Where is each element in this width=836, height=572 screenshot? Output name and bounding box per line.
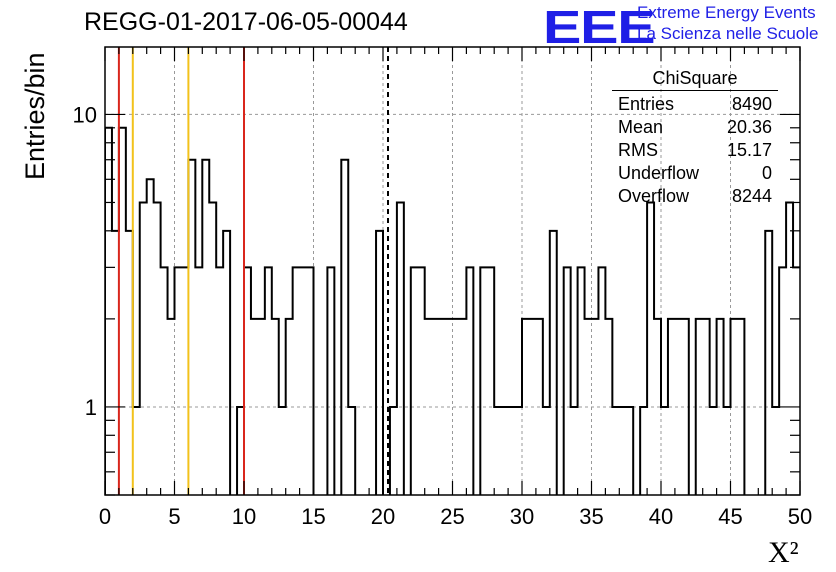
x-tick-label: 10 [232, 504, 256, 529]
x-tick-label: 50 [788, 504, 812, 529]
y-tick-label: 10 [73, 102, 97, 127]
stats-label: Underflow [618, 163, 700, 183]
eee-logo-mark: EEE [543, 1, 656, 53]
x-tick-label: 25 [440, 504, 464, 529]
stats-label: Overflow [618, 186, 690, 206]
stats-label: Mean [618, 117, 664, 137]
chart-title: REGG-01-2017-06-05-00044 [84, 8, 408, 36]
stats-row-mean: Mean 20.36 [612, 116, 778, 139]
x-axis-label: X² [768, 536, 799, 569]
logo-line-1: Extreme Energy Events [637, 3, 816, 22]
stats-value: 20.36 [726, 117, 772, 137]
stats-row-entries: Entries 8490 [612, 93, 778, 116]
x-tick-label: 20 [371, 504, 395, 529]
x-tick-label: 35 [579, 504, 603, 529]
stats-row-rms: RMS 15.17 [612, 139, 778, 162]
x-tick-label: 5 [168, 504, 180, 529]
y-tick-label: 1 [85, 395, 97, 420]
stats-row-overflow: Overflow 8244 [612, 185, 778, 208]
logo-line-2: La Scienza nelle Scuole [637, 24, 819, 43]
histogram-series [105, 126, 800, 495]
stats-row-underflow: Underflow 0 [612, 162, 778, 185]
stats-label: RMS [618, 140, 658, 160]
stats-value: 15.17 [726, 140, 772, 160]
y-axis-label: Entries/bin [20, 52, 50, 180]
stats-value: 0 [761, 163, 772, 183]
stats-box: ChiSquare Entries 8490 Mean 20.36 RMS 15.17… [612, 68, 778, 208]
x-tick-label: 15 [301, 504, 325, 529]
x-tick-label: 0 [99, 504, 111, 529]
stats-value: 8244 [731, 186, 772, 206]
x-tick-label: 30 [510, 504, 534, 529]
x-tick-label: 45 [718, 504, 742, 529]
stats-label: Entries [618, 94, 675, 114]
x-tick-label: 40 [649, 504, 673, 529]
stats-title: ChiSquare [612, 68, 778, 91]
stats-value: 8490 [731, 94, 772, 114]
